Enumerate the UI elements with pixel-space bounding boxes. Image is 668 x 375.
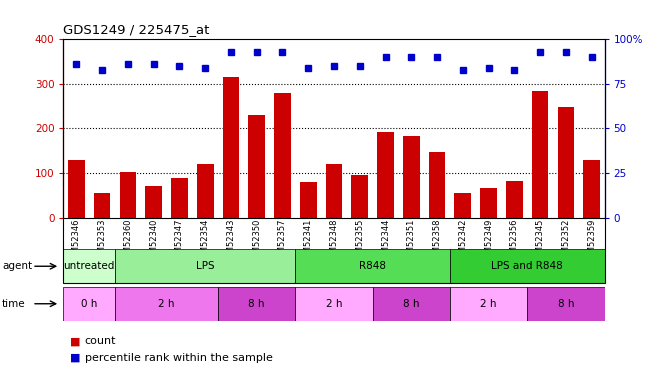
Text: untreated: untreated	[63, 261, 115, 271]
Bar	[532, 92, 548, 218]
Bar	[373, 287, 450, 321]
Bar	[429, 152, 446, 217]
Text: 8 h: 8 h	[248, 299, 265, 309]
Bar	[527, 287, 605, 321]
Text: LPS and R848: LPS and R848	[492, 261, 563, 271]
Bar	[218, 287, 295, 321]
Text: 2 h: 2 h	[480, 299, 497, 309]
Bar	[63, 249, 115, 283]
Bar	[377, 132, 394, 218]
Text: count: count	[85, 336, 116, 346]
Text: 8 h: 8 h	[558, 299, 574, 309]
Bar	[171, 178, 188, 218]
Bar	[115, 287, 218, 321]
Bar	[403, 136, 420, 218]
Text: percentile rank within the sample: percentile rank within the sample	[85, 353, 273, 363]
Bar	[115, 249, 295, 283]
Bar	[94, 193, 110, 217]
Bar	[300, 182, 317, 218]
Bar	[145, 186, 162, 218]
Bar	[506, 181, 523, 218]
Text: ■: ■	[70, 353, 81, 363]
Bar	[450, 249, 605, 283]
Bar	[454, 193, 471, 217]
Text: agent: agent	[2, 261, 32, 271]
Text: 8 h: 8 h	[403, 299, 420, 309]
Text: R848: R848	[359, 261, 386, 271]
Text: 0 h: 0 h	[81, 299, 98, 309]
Text: 2 h: 2 h	[326, 299, 342, 309]
Bar	[68, 160, 85, 218]
Text: time: time	[2, 299, 25, 309]
Text: LPS: LPS	[196, 261, 214, 271]
Bar	[295, 249, 450, 283]
Bar	[248, 115, 265, 218]
Bar	[450, 287, 527, 321]
Text: ■: ■	[70, 336, 81, 346]
Text: GDS1249 / 225475_at: GDS1249 / 225475_at	[63, 22, 210, 36]
Bar	[63, 287, 115, 321]
Bar	[295, 287, 373, 321]
Bar	[274, 93, 291, 218]
Bar	[558, 107, 574, 218]
Bar	[222, 77, 239, 218]
Bar	[120, 172, 136, 217]
Text: 2 h: 2 h	[158, 299, 175, 309]
Bar	[325, 164, 343, 218]
Bar	[351, 175, 368, 217]
Bar	[480, 188, 497, 218]
Bar	[197, 164, 214, 218]
Bar	[583, 160, 600, 218]
